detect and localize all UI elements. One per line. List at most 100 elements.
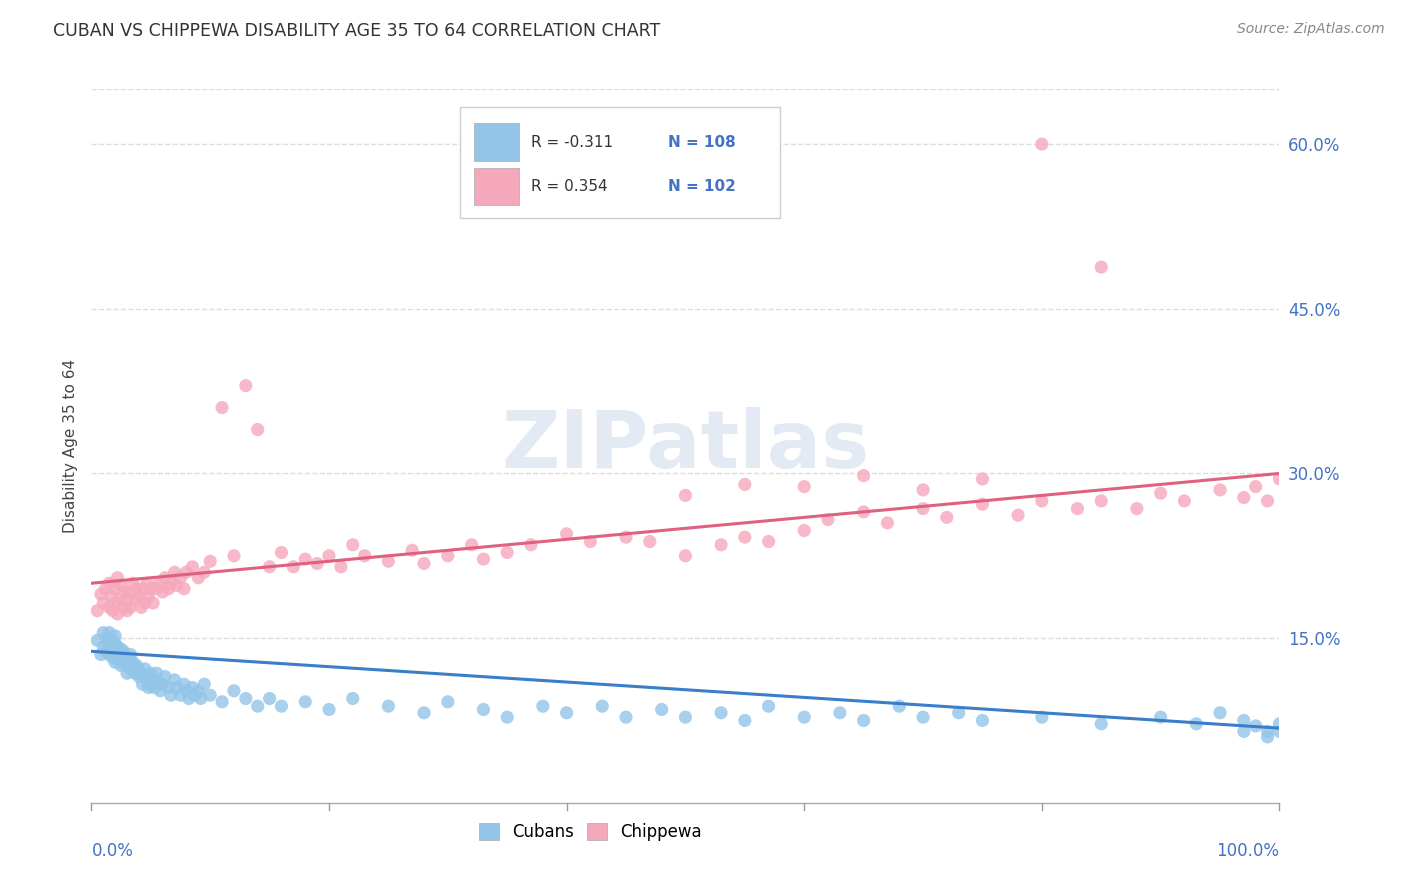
Point [152,585,174,599]
Point [1090,716,1112,731]
Point [148,576,170,591]
Point [107,648,129,662]
Point [472,702,495,716]
Point [520,538,543,552]
Point [436,549,458,563]
Point [852,505,875,519]
Point [128,662,150,676]
Point [651,702,673,716]
Point [98,648,121,662]
Point [353,549,375,563]
Point [120,600,142,615]
Point [110,653,132,667]
Point [1268,472,1291,486]
Point [555,706,578,720]
Point [591,699,613,714]
Point [1209,483,1232,497]
Point [673,488,696,502]
Point [163,566,186,580]
Text: N = 102: N = 102 [668,178,735,194]
Point [104,596,127,610]
Point [1031,710,1053,724]
Point [134,669,156,683]
Bar [474,123,519,161]
Point [401,543,423,558]
Point [104,644,127,658]
Point [436,695,458,709]
Point [118,655,141,669]
Point [157,582,180,596]
Point [294,695,316,709]
Y-axis label: Disability Age 35 to 64: Disability Age 35 to 64 [62,359,77,533]
Point [131,582,153,596]
Point [710,538,733,552]
Point [876,516,898,530]
Point [86,604,108,618]
Point [107,607,129,621]
Point [98,600,121,615]
Point [852,468,875,483]
Point [1244,480,1267,494]
Point [110,592,132,607]
Point [734,714,756,728]
Point [91,596,114,610]
Point [104,582,127,596]
Point [176,683,198,698]
Point [472,552,495,566]
Point [136,576,159,591]
Point [128,590,150,604]
Point [125,658,148,673]
Point [710,706,733,720]
Point [122,576,145,591]
Point [115,604,138,618]
Point [107,571,129,585]
Point [1268,716,1291,731]
Point [169,688,191,702]
Point [110,642,132,657]
Point [142,673,165,687]
Point [246,423,269,437]
Point [166,578,188,592]
Point [1233,491,1256,505]
Point [136,673,159,687]
Point [200,554,222,568]
Bar [460,107,780,218]
Text: N = 108: N = 108 [668,135,735,150]
Point [129,600,152,615]
Point [235,691,257,706]
Point [101,633,124,648]
Point [222,549,245,563]
Point [283,559,305,574]
Point [90,648,112,662]
Point [101,651,124,665]
Point [134,662,156,676]
Point [734,530,756,544]
Point [98,625,121,640]
Point [173,677,195,691]
Point [166,681,188,695]
Point [793,524,815,538]
Point [91,640,114,654]
Point [531,699,554,714]
Point [104,655,127,669]
Point [758,534,780,549]
Point [157,681,180,695]
Point [129,666,152,681]
Point [152,677,174,691]
Point [1209,706,1232,720]
Point [1126,501,1149,516]
Point [342,538,364,552]
Point [112,600,135,615]
Point [972,472,994,486]
Point [114,585,136,599]
Point [120,662,142,676]
Point [115,658,138,673]
Point [1031,494,1053,508]
Point [259,559,281,574]
Point [98,576,121,591]
Point [1257,724,1279,739]
Point [817,512,839,526]
Point [638,534,661,549]
Point [118,585,141,599]
Point [104,629,127,643]
